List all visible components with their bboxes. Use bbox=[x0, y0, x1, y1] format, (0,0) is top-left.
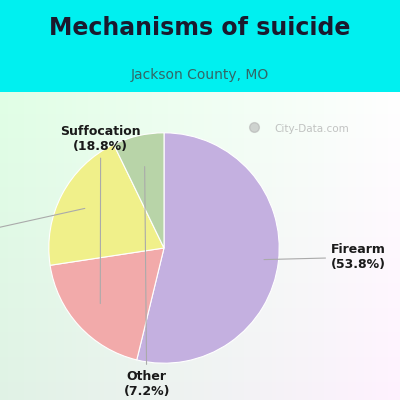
Text: Poisoning
(20.2%): Poisoning (20.2%) bbox=[0, 208, 85, 253]
Text: Firearm
(53.8%): Firearm (53.8%) bbox=[264, 243, 386, 271]
Wedge shape bbox=[49, 144, 164, 265]
Wedge shape bbox=[50, 248, 164, 360]
Wedge shape bbox=[114, 133, 164, 248]
Text: Mechanisms of suicide: Mechanisms of suicide bbox=[49, 16, 351, 40]
Text: City-Data.com: City-Data.com bbox=[275, 124, 349, 134]
Text: Suffocation
(18.8%): Suffocation (18.8%) bbox=[60, 124, 141, 304]
Wedge shape bbox=[137, 133, 279, 363]
Text: Jackson County, MO: Jackson County, MO bbox=[131, 68, 269, 82]
Text: Other
(7.2%): Other (7.2%) bbox=[124, 166, 170, 398]
